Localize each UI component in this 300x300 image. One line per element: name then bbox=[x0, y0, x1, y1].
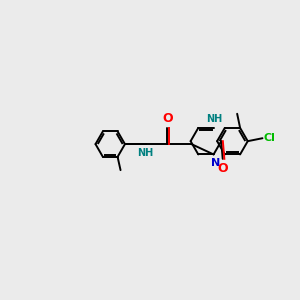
Text: O: O bbox=[218, 162, 228, 175]
Text: Cl: Cl bbox=[264, 133, 276, 143]
Text: O: O bbox=[162, 112, 173, 125]
Text: NH: NH bbox=[137, 148, 153, 158]
Text: N: N bbox=[211, 158, 220, 168]
Text: NH: NH bbox=[206, 114, 222, 124]
